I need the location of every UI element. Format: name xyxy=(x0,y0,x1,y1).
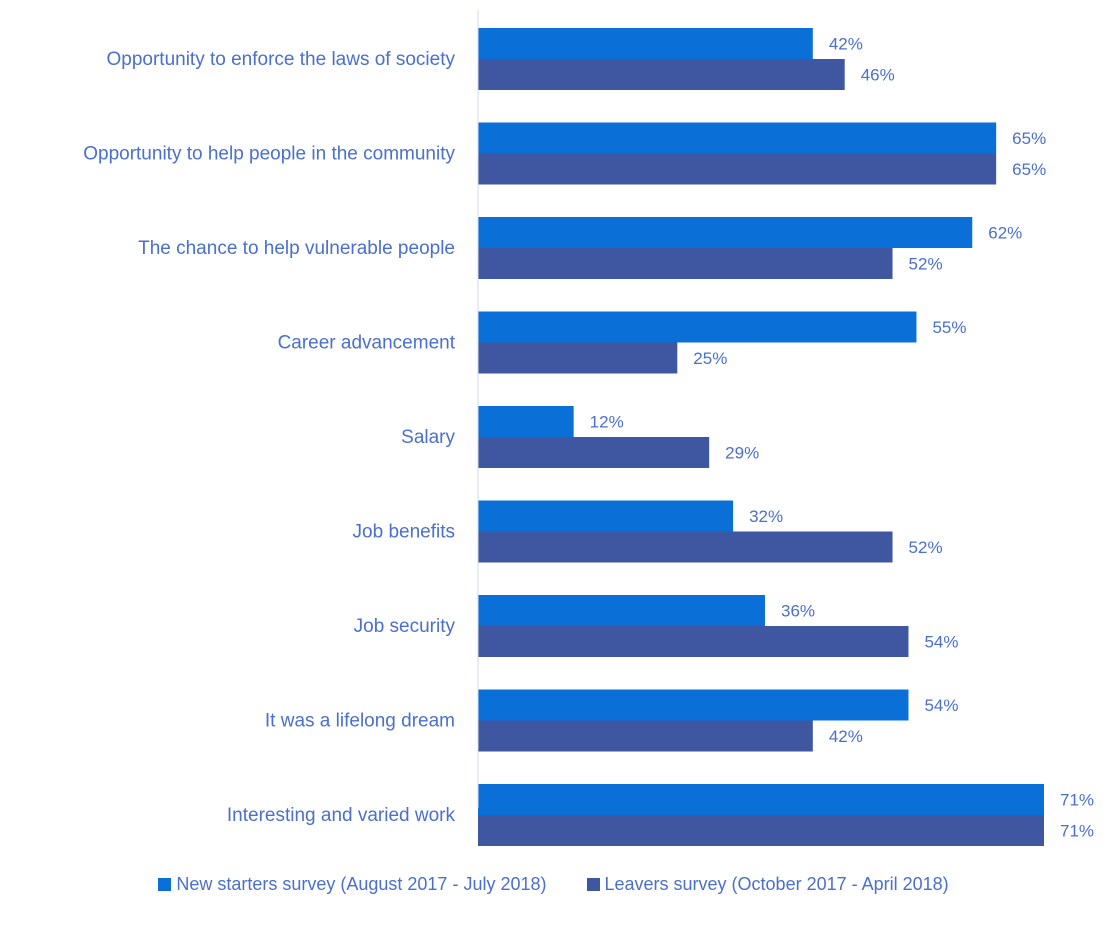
bar-leavers-3 xyxy=(478,342,678,374)
value-label-new-starters-2: 62% xyxy=(988,224,1022,243)
value-label-new-starters-0: 42% xyxy=(829,35,863,54)
category-label-2: The chance to help vulnerable people xyxy=(138,238,455,259)
category-label-5: Job benefits xyxy=(353,522,455,543)
legend-swatch-leavers xyxy=(586,878,600,891)
bar-new-starters-8 xyxy=(478,784,1044,815)
bar-leavers-7 xyxy=(478,720,813,752)
bar-new-starters-2 xyxy=(478,217,973,248)
bar-new-starters-5 xyxy=(478,500,734,532)
bar-chart: 42% 46% Opportunity to enforce the laws of… xyxy=(83,10,1094,846)
bar-new-starters-4 xyxy=(478,406,574,437)
value-label-new-starters-3: 55% xyxy=(932,318,966,337)
value-label-leavers-5: 52% xyxy=(909,538,943,557)
category-label-8: Interesting and varied work xyxy=(227,805,456,826)
bar-leavers-2 xyxy=(478,248,893,279)
value-label-leavers-0: 46% xyxy=(861,66,895,85)
category-label-1: Opportunity to help people in the commun… xyxy=(83,144,455,165)
bar-leavers-4 xyxy=(478,437,710,468)
legend-label-new-starters: New starters survey (August 2017 - July … xyxy=(176,874,547,894)
value-label-new-starters-5: 32% xyxy=(749,507,783,526)
legend-item-leavers: Leavers survey (October 2017 - April 201… xyxy=(586,874,949,895)
value-label-leavers-6: 54% xyxy=(924,633,958,652)
category-label-4: Salary xyxy=(401,427,455,448)
bar-leavers-6 xyxy=(478,626,909,657)
category-label-7: It was a lifelong dream xyxy=(265,711,455,732)
value-label-leavers-1: 65% xyxy=(1012,160,1046,179)
category-label-3: Career advancement xyxy=(278,333,456,354)
value-label-new-starters-6: 36% xyxy=(781,602,815,621)
bar-leavers-5 xyxy=(478,531,893,563)
bar-new-starters-3 xyxy=(478,311,917,343)
bar-new-starters-1 xyxy=(478,122,997,154)
bar-leavers-1 xyxy=(478,153,997,185)
bar-new-starters-7 xyxy=(478,689,909,721)
bar-leavers-8 xyxy=(478,815,1044,846)
value-label-new-starters-8: 71% xyxy=(1060,791,1094,810)
value-label-leavers-8: 71% xyxy=(1060,822,1094,841)
value-label-new-starters-4: 12% xyxy=(590,413,624,432)
legend-swatch-new-starters xyxy=(158,878,172,891)
bar-new-starters-6 xyxy=(478,595,765,626)
legend-label-leavers: Leavers survey (October 2017 - April 201… xyxy=(604,874,949,894)
category-label-0: Opportunity to enforce the laws of socie… xyxy=(106,49,455,70)
bar-new-starters-0 xyxy=(478,28,813,59)
legend-item-new-starters: New starters survey (August 2017 - July … xyxy=(158,874,547,895)
bar-leavers-0 xyxy=(478,59,845,90)
value-label-leavers-7: 42% xyxy=(829,727,863,746)
value-label-new-starters-7: 54% xyxy=(924,696,958,715)
value-label-new-starters-1: 65% xyxy=(1012,129,1046,148)
value-label-leavers-3: 25% xyxy=(693,349,727,368)
value-label-leavers-2: 52% xyxy=(909,255,943,274)
chart-legend: New starters survey (August 2017 - July … xyxy=(0,874,1107,895)
value-label-leavers-4: 29% xyxy=(725,444,759,463)
category-label-6: Job security xyxy=(354,616,456,637)
